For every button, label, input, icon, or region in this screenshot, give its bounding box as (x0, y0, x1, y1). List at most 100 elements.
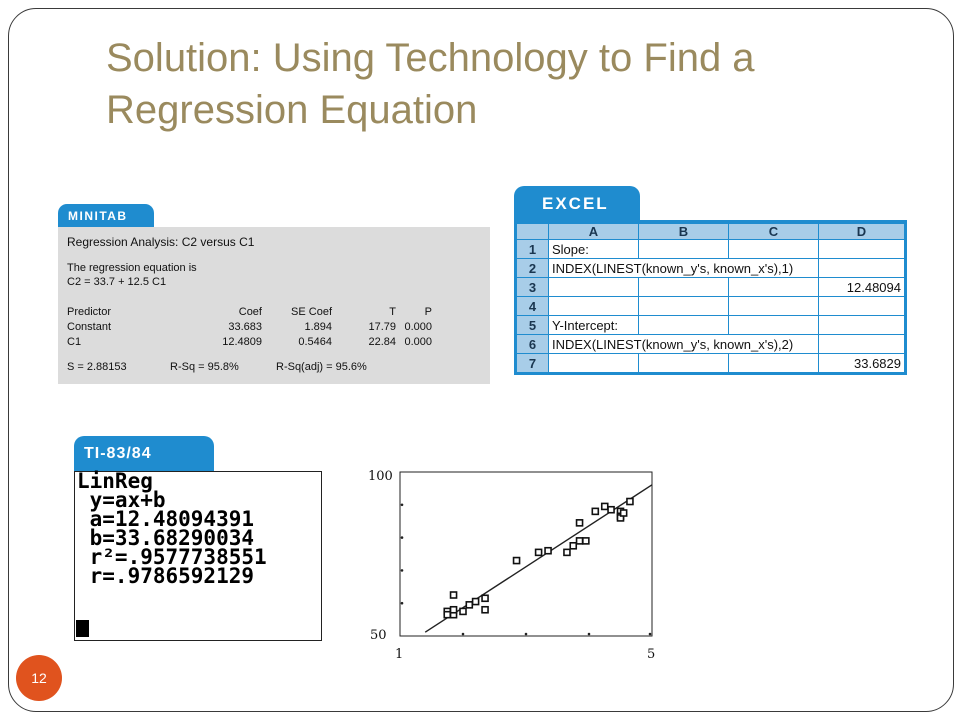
data-point (575, 519, 584, 527)
data-point (512, 556, 521, 565)
excel-row: 7 33.6829 (516, 353, 905, 373)
data-point (459, 607, 467, 616)
y-tick-dot (400, 601, 404, 605)
x-axis-tick-marks (461, 632, 652, 636)
x-tick-label-max: 5 (647, 647, 655, 662)
data-point (534, 548, 543, 557)
data-point (563, 548, 571, 557)
minitab-row-constant-coef: 33.683 (228, 321, 262, 333)
data-point (471, 597, 480, 606)
ti-line-3: a=12.48094391 (77, 507, 255, 531)
excel-cell-c5 (728, 315, 819, 335)
minitab-row-constant-label: Constant (67, 321, 112, 333)
excel-row-header: 4 (516, 296, 549, 316)
data-point (481, 605, 489, 614)
minitab-col-t: T (389, 306, 396, 318)
minitab-tab: MINITAB (58, 204, 154, 228)
excel-cell-a2: INDEX(LINEST(known_y's, known_x's),1) (548, 258, 819, 278)
minitab-row-constant-t: 17.79 (368, 321, 396, 333)
excel-cell-a7 (548, 353, 639, 373)
ti-line-4: b=33.68290034 (77, 526, 255, 550)
x-tick-label-min: 1 (395, 647, 403, 662)
y-tick-dot (400, 503, 404, 507)
minitab-eq-intro: The regression equation is (67, 262, 197, 274)
excel-col-header-d: D (818, 223, 905, 240)
excel-row: 3 12.48094 (516, 277, 905, 297)
data-points (443, 497, 634, 619)
data-point (619, 509, 628, 517)
ti-line-2: y=ax+b (77, 488, 166, 512)
minitab-row-c1-coef: 12.4809 (222, 336, 262, 348)
x-tick-dot (461, 632, 465, 636)
excel-row-header: 6 (516, 334, 549, 354)
ti-line-1: LinReg (77, 469, 153, 493)
excel-row: 5 Y-Intercept: (516, 315, 905, 335)
excel-cell-d1 (818, 239, 905, 259)
y-tick-label-min: 50 (370, 628, 387, 643)
ti-calculator-screen: LinReg y=ax+b a=12.48094391 b=33.6829003… (74, 471, 322, 641)
excel-cell-a6: INDEX(LINEST(known_y's, known_x's),2) (548, 334, 819, 354)
minitab-row-c1-p: 0.000 (404, 336, 432, 348)
x-tick-dot (587, 632, 591, 636)
excel-cell-b3 (638, 277, 729, 297)
minitab-col-p: P (424, 306, 432, 318)
minitab-row-c1-secoef: 0.5464 (298, 336, 332, 348)
ti-line-6: r=.9786592129 (77, 564, 255, 588)
data-point (443, 610, 452, 619)
minitab-col-coef: Coef (238, 306, 262, 318)
excel-corner-cell (516, 223, 549, 240)
minitab-col-secoef: SE Coef (291, 306, 332, 318)
x-tick-dot (648, 632, 652, 636)
minitab-rsq-adj: R-Sq(adj) = 95.6% (276, 361, 367, 373)
excel-cell-d2 (818, 258, 905, 278)
excel-cell-b5 (638, 315, 729, 335)
data-point (582, 537, 590, 545)
excel-cell-a5: Y-Intercept: (548, 315, 639, 335)
minitab-row-constant-p: 0.000 (404, 321, 432, 333)
excel-col-header-a: A (548, 223, 639, 240)
excel-row: 6 INDEX(LINEST(known_y's, known_x's),2) (516, 334, 905, 354)
ti-cursor-block (76, 620, 89, 637)
minitab-rsq: R-Sq = 95.8% (170, 361, 239, 373)
excel-cell-b1 (638, 239, 729, 259)
excel-tab: EXCEL (514, 186, 640, 222)
excel-row-header: 1 (516, 239, 549, 259)
excel-cell-b4 (638, 296, 729, 316)
excel-cell-a1: Slope: (548, 239, 639, 259)
title-line-1: Solution: Using Technology to Find a (106, 36, 755, 80)
excel-cell-d4 (818, 296, 905, 316)
x-tick-dot (524, 632, 528, 636)
slide-number-badge: 12 (16, 655, 62, 701)
excel-cell-d3: 12.48094 (818, 277, 905, 297)
excel-row-header: 2 (516, 258, 549, 278)
ti-line-5: r²=.9577738551 (77, 545, 267, 569)
excel-row: 2 INDEX(LINEST(known_y's, known_x's),1) (516, 258, 905, 278)
data-point (544, 546, 552, 555)
excel-cell-a3 (548, 277, 639, 297)
data-point (449, 591, 458, 599)
plot-frame (399, 471, 653, 637)
data-point (591, 507, 600, 516)
excel-col-header-c: C (728, 223, 819, 240)
excel-cell-a4 (548, 296, 639, 316)
excel-cell-c1 (728, 239, 819, 259)
minitab-heading: Regression Analysis: C2 versus C1 (67, 235, 255, 249)
data-point (575, 537, 584, 545)
minitab-equation: C2 = 33.7 + 12.5 C1 (67, 276, 167, 288)
minitab-s-value: S = 2.88153 (67, 361, 127, 373)
excel-row-header: 3 (516, 277, 549, 297)
data-point (569, 542, 578, 550)
excel-table: A B C D 1 Slope: 2 INDEX(LINEST(known_y'… (516, 223, 905, 373)
excel-row-header: 7 (516, 353, 549, 373)
scatter-plot: 100 50 1 5 (368, 469, 655, 662)
excel-row: 1 Slope: (516, 239, 905, 259)
minitab-col-predictor: Predictor (67, 306, 112, 318)
ti-tab: TI-83/84 (74, 436, 214, 472)
excel-col-header-b: B (638, 223, 729, 240)
y-tick-dot (400, 569, 404, 572)
excel-header-row: A B C D (516, 223, 905, 240)
data-point (600, 502, 609, 511)
excel-cell-d7: 33.6829 (818, 353, 905, 373)
data-point (607, 505, 615, 514)
excel-cell-c4 (728, 296, 819, 316)
